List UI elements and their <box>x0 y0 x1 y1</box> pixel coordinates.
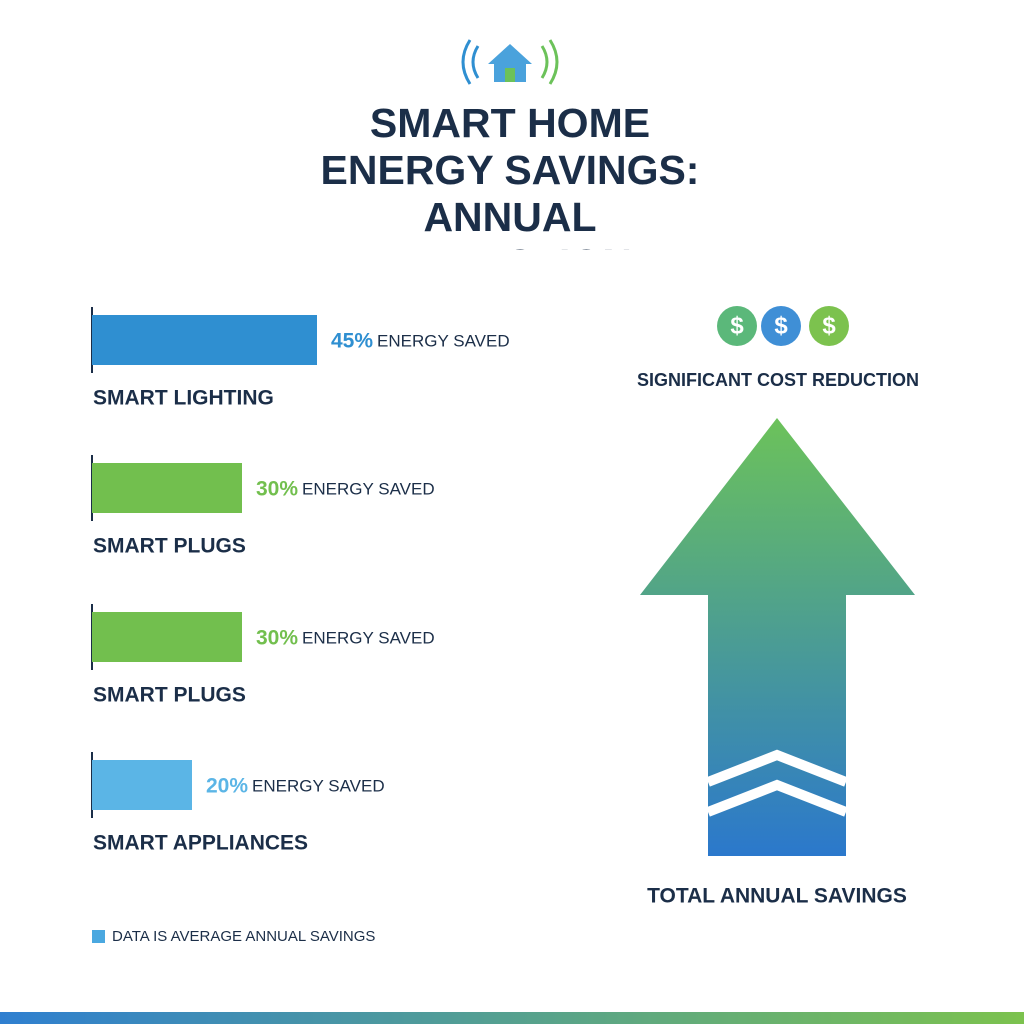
dollar-symbol: $ <box>774 312 788 339</box>
bar <box>92 760 192 810</box>
category-label: SMART PLUGS <box>93 684 246 707</box>
cost-icons: $ $ $ <box>717 306 849 346</box>
arrow-caption: TOTAL ANNUAL SAVINGS <box>647 885 907 908</box>
chart-title: SMART HOME ENERGY SAVINGS: ANNUAL REDUCT… <box>320 100 700 250</box>
chevron <box>706 779 848 817</box>
note-swatch <box>92 930 105 943</box>
bar <box>92 463 242 513</box>
dollar-symbol: $ <box>730 312 744 339</box>
bar <box>92 612 242 662</box>
chevron <box>706 749 848 787</box>
value-caption: ENERGY SAVED <box>252 776 385 795</box>
dollar-symbol: $ <box>822 312 836 339</box>
bar <box>92 315 317 365</box>
bottom-strip <box>0 1012 1024 1024</box>
value-label: 20% <box>206 775 248 798</box>
cost-caption: SIGNIFICANT COST REDUCTION <box>637 370 919 390</box>
value-label: 30% <box>256 478 298 501</box>
value-caption: ENERGY SAVED <box>377 331 510 350</box>
note: DATA IS AVERAGE ANNUAL SAVINGS <box>112 928 375 945</box>
category-label: SMART PLUGS <box>93 535 246 558</box>
value-caption: ENERGY SAVED <box>302 628 435 647</box>
category-label: SMART APPLIANCES <box>93 832 308 855</box>
value-label: 30% <box>256 627 298 650</box>
home-icon <box>461 39 559 85</box>
category-label: SMART LIGHTING <box>93 387 274 410</box>
title-box: SMART HOME ENERGY SAVINGS: ANNUAL REDUCT… <box>320 100 700 250</box>
value-caption: ENERGY SAVED <box>302 479 435 498</box>
value-label: 45% <box>331 330 373 353</box>
savings-arrow <box>640 418 915 856</box>
